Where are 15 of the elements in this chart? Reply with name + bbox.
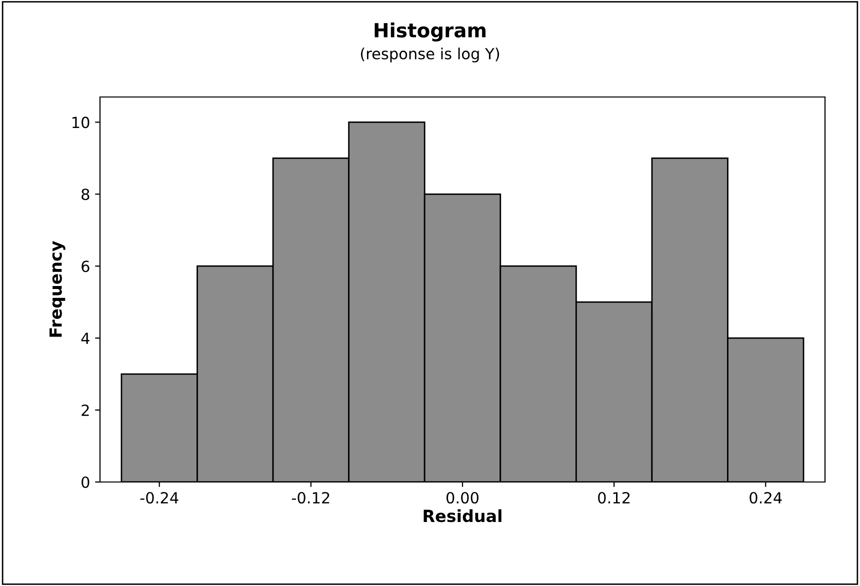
y-tick-label: 6 (82, 260, 90, 272)
x-tick-label: 0.24 (750, 492, 782, 504)
chart-subtitle: (response is log Y) (360, 48, 500, 62)
y-tick-label: 8 (82, 188, 90, 200)
x-tick-label: -0.12 (292, 492, 330, 504)
y-tick-label: 0 (82, 476, 90, 488)
x-tick-label: 0.12 (598, 492, 630, 504)
x-tick-label: 0.00 (446, 492, 478, 504)
y-tick-label: 2 (82, 404, 89, 416)
y-tick-label: 10 (72, 116, 90, 128)
x-tick-label: -0.24 (140, 492, 178, 504)
y-tick-label: 4 (81, 332, 90, 344)
x-axis-title: Residual (424, 509, 502, 522)
chart-title: Histogram (374, 22, 486, 42)
y-axis-title: Frequency (50, 241, 66, 337)
